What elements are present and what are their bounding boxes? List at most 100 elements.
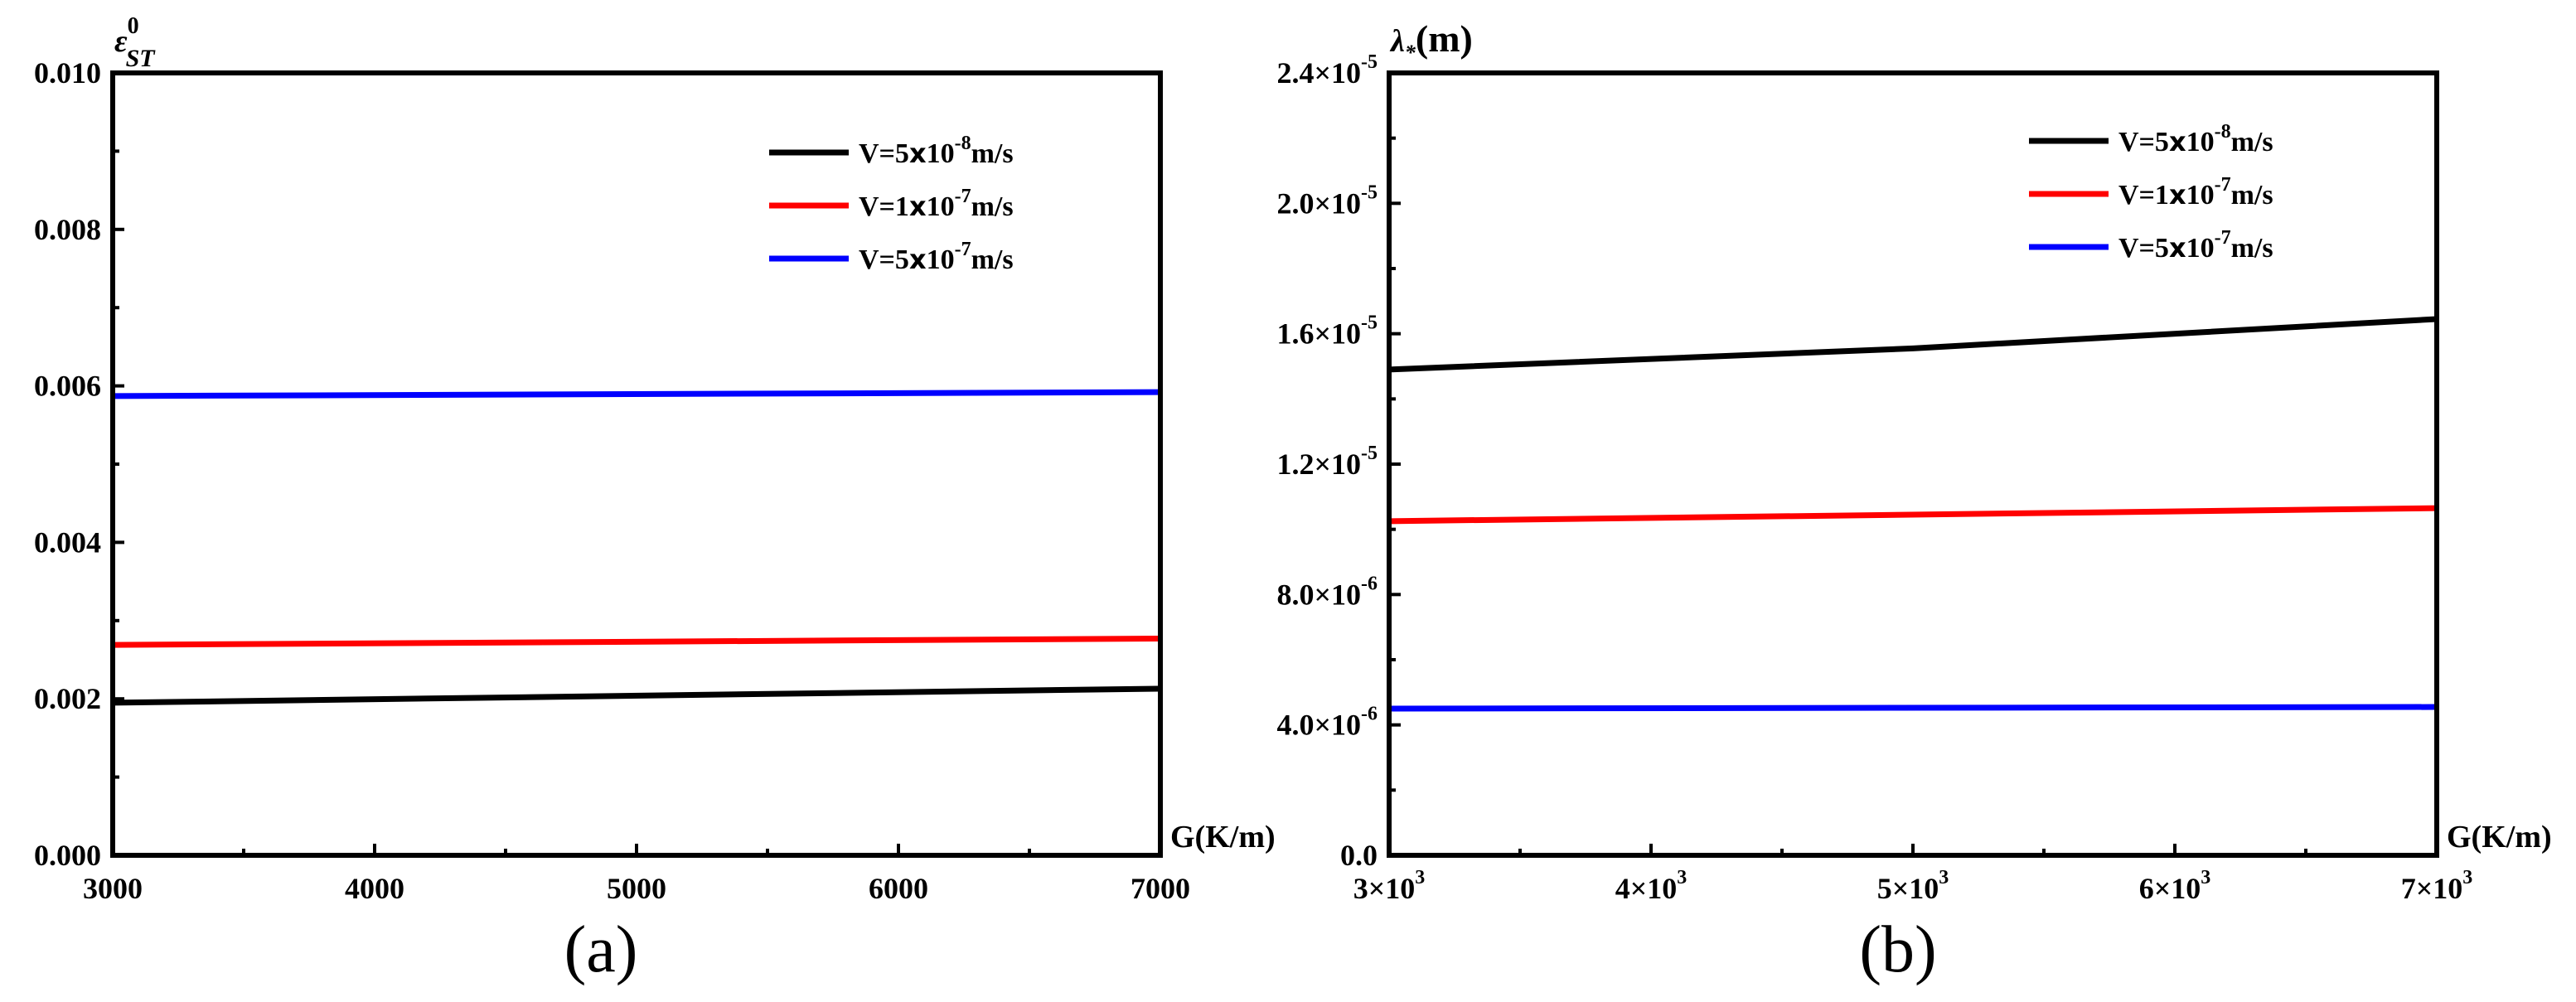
x-tick-base: 6×10 bbox=[2139, 872, 2201, 905]
legend-times: x bbox=[2169, 126, 2186, 157]
y-tick-base: 1.2×10 bbox=[1276, 448, 1361, 481]
legend-text: 10 bbox=[927, 244, 955, 275]
y-tick-base: 4.0×10 bbox=[1276, 709, 1361, 742]
x-tick-base: 3×10 bbox=[1353, 872, 1416, 905]
legend-text: m/s bbox=[2231, 127, 2273, 157]
legend-text: V=5 bbox=[2118, 233, 2169, 264]
legend-text: 10 bbox=[927, 191, 955, 222]
y-tick-base: 0.0 bbox=[1340, 839, 1378, 872]
y-axis-symbol: ε bbox=[114, 24, 128, 59]
series-line-b-2 bbox=[1388, 505, 2438, 525]
panel-a: 3000 4000 5000 6000 7000 0.000 0.002 0.004 0.006… bbox=[34, 13, 1276, 986]
y-tick-label-a: 0.010 bbox=[34, 56, 101, 90]
x-tick-label-b: 6×103 bbox=[2139, 867, 2211, 905]
series-line-a-3 bbox=[112, 389, 1161, 399]
legend-text: m/s bbox=[2231, 233, 2273, 264]
y-tick-exponent: -6 bbox=[1361, 704, 1378, 725]
series-line-a-1 bbox=[112, 685, 1161, 706]
legend-exponent: -8 bbox=[955, 133, 971, 154]
x-tick-label-a: 4000 bbox=[345, 872, 404, 905]
x-tick-exponent: 3 bbox=[1677, 867, 1687, 888]
y-tick-exponent: -5 bbox=[1361, 182, 1378, 203]
legend-times: x bbox=[2169, 179, 2186, 211]
legend-label-b-2: V=1x10-7m/s bbox=[2118, 174, 2273, 211]
legend-label-a-3: V=5x10-7m/s bbox=[859, 239, 1014, 275]
y-tick-exponent: -5 bbox=[1361, 51, 1378, 73]
x-tick-exponent: 3 bbox=[2462, 867, 2472, 888]
y-axis-subscript: * bbox=[1405, 41, 1416, 65]
panel-label-b: (b) bbox=[1859, 913, 1936, 986]
y-tick-label-b: 8.0×10-6 bbox=[1276, 573, 1378, 611]
legend-label-b-3: V=5x10-7m/s bbox=[2118, 227, 2273, 264]
legend-text: m/s bbox=[971, 138, 1014, 169]
legend-text: V=1 bbox=[859, 191, 909, 222]
legend-text: m/s bbox=[971, 191, 1014, 222]
x-axis-title-a: G(K/m) bbox=[1170, 820, 1276, 854]
y-tick-label-b: 0.0 bbox=[1340, 839, 1378, 872]
x-tick-exponent: 3 bbox=[1939, 867, 1949, 888]
y-tick-label-b: 2.0×10-5 bbox=[1276, 182, 1378, 220]
y-tick-base: 2.4×10 bbox=[1276, 56, 1361, 90]
y-tick-label-b: 1.2×10-5 bbox=[1276, 443, 1378, 481]
legend-label-a-2: V=1x10-7m/s bbox=[859, 186, 1014, 222]
legend-exponent: -7 bbox=[2215, 227, 2231, 249]
legend-text: 10 bbox=[2186, 233, 2215, 264]
legend-label-a-1: V=5x10-8m/s bbox=[859, 133, 1014, 169]
y-tick-exponent: -5 bbox=[1361, 312, 1378, 334]
legend-text: V=1 bbox=[2118, 180, 2169, 211]
x-tick-exponent: 3 bbox=[2201, 867, 2210, 888]
y-tick-base: 2.0×10 bbox=[1276, 186, 1361, 220]
panel-b: 3×103 4×103 5×103 6×103 7×1030.04.0×10-68.0×… bbox=[1276, 17, 2551, 986]
y-tick-exponent: -5 bbox=[1361, 443, 1378, 464]
panel-label-a: (a) bbox=[564, 913, 638, 986]
x-tick-base: 7×10 bbox=[2401, 872, 2463, 905]
legend-text: 10 bbox=[2186, 180, 2215, 211]
y-axis-superscript: 0 bbox=[128, 13, 139, 39]
y-tick-label-a: 0.006 bbox=[34, 370, 101, 403]
series-line-b-3 bbox=[1388, 704, 2438, 712]
legend-text: V=5 bbox=[2118, 127, 2169, 157]
y-axis-unit: (m) bbox=[1416, 17, 1473, 60]
legend-text: V=5 bbox=[859, 138, 909, 169]
legend-text: 10 bbox=[927, 138, 955, 169]
x-tick-label-a: 5000 bbox=[607, 872, 666, 905]
x-tick-label-b: 7×103 bbox=[2401, 867, 2473, 905]
legend-text: m/s bbox=[2231, 180, 2273, 211]
legend-text: 10 bbox=[2186, 127, 2215, 157]
legend-label-b-1: V=5x10-8m/s bbox=[2118, 121, 2273, 157]
y-axis-title-a: ε0 ST bbox=[114, 13, 156, 72]
legend-exponent: -7 bbox=[2215, 174, 2231, 196]
y-axis-subscript: ST bbox=[126, 45, 157, 72]
plot-frame-a bbox=[110, 70, 1163, 858]
y-axis-title-b: λ*(m) bbox=[1389, 17, 1473, 65]
legend-times: x bbox=[2169, 232, 2186, 264]
y-tick-label-a: 0.000 bbox=[34, 839, 101, 872]
x-tick-exponent: 3 bbox=[1415, 867, 1425, 888]
y-axis-symbol: λ bbox=[1389, 24, 1405, 59]
x-tick-base: 5×10 bbox=[1877, 872, 1939, 905]
x-tick-label-a: 6000 bbox=[869, 872, 928, 905]
series-line-b-1 bbox=[1388, 316, 2438, 373]
legend-exponent: -7 bbox=[955, 239, 971, 260]
legend-text: V=5 bbox=[859, 244, 909, 275]
x-tick-label-a: 7000 bbox=[1131, 872, 1190, 905]
legend-exponent: -7 bbox=[955, 186, 971, 207]
x-tick-label-b: 4×103 bbox=[1615, 867, 1687, 905]
x-tick-base: 4×10 bbox=[1615, 872, 1678, 905]
y-tick-base: 1.6×10 bbox=[1276, 317, 1361, 351]
y-tick-label-a: 0.004 bbox=[34, 525, 101, 559]
y-tick-label-a: 0.002 bbox=[34, 682, 101, 715]
y-tick-exponent: -6 bbox=[1361, 573, 1378, 594]
y-tick-label-b: 4.0×10-6 bbox=[1276, 704, 1378, 742]
legend-times: x bbox=[909, 244, 927, 275]
x-axis-title-b: G(K/m) bbox=[2447, 820, 2552, 854]
y-tick-label-b: 1.6×10-5 bbox=[1276, 312, 1378, 351]
x-tick-label-a: 3000 bbox=[83, 872, 143, 905]
legend-text: m/s bbox=[971, 244, 1014, 275]
legend-times: x bbox=[909, 191, 927, 222]
series-line-a-2 bbox=[112, 636, 1161, 648]
y-tick-label-a: 0.008 bbox=[34, 213, 101, 246]
legend-exponent: -8 bbox=[2215, 121, 2231, 143]
